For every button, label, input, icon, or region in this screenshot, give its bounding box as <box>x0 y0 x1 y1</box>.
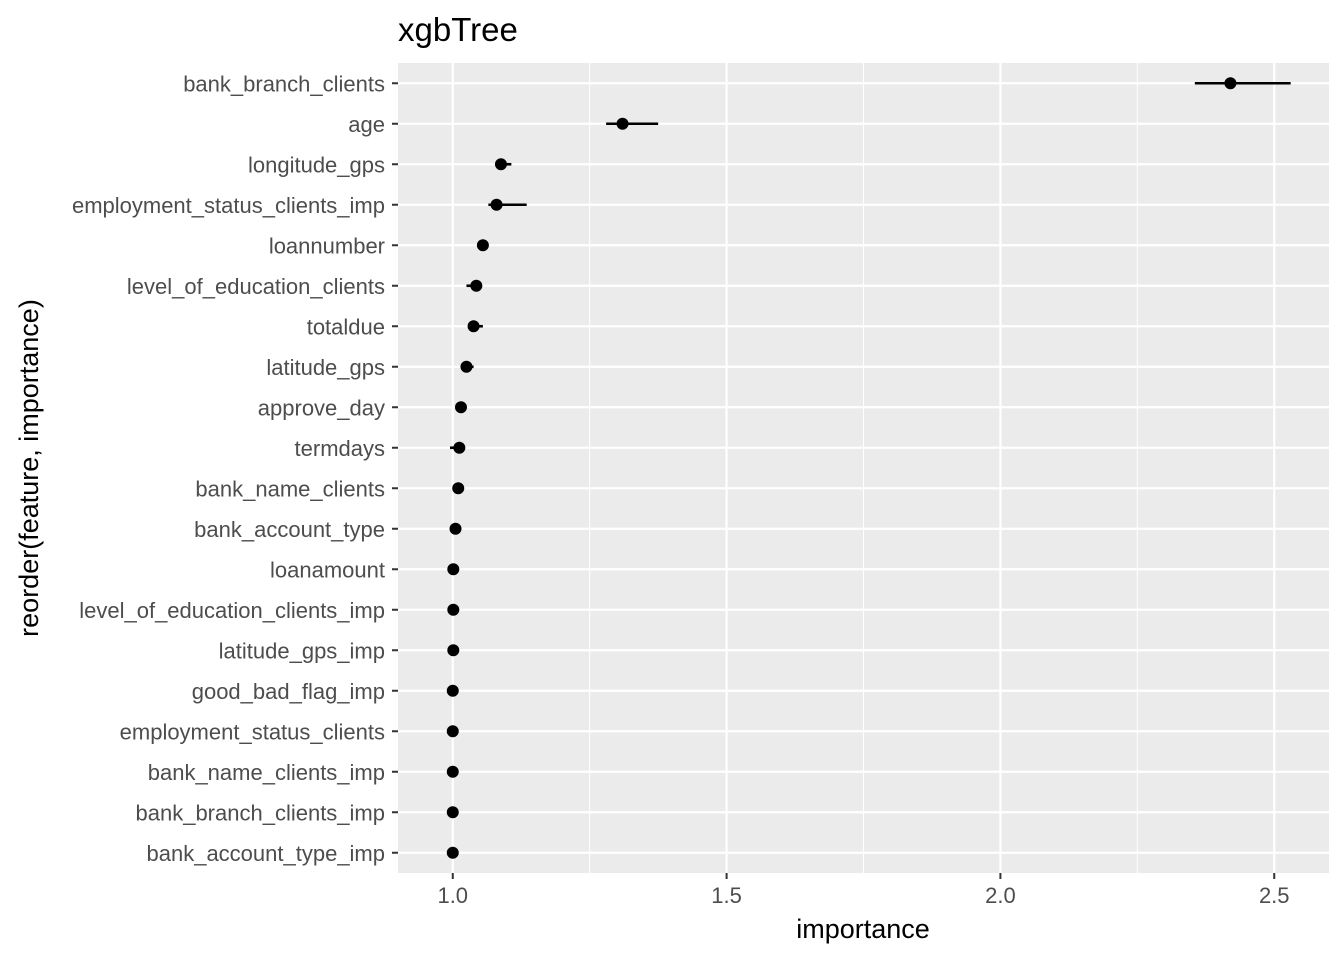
data-point <box>447 563 460 576</box>
data-point <box>494 158 507 171</box>
data-point <box>446 725 459 738</box>
y-tick-label: loanamount <box>270 557 385 582</box>
y-tick-label: bank_account_type <box>194 517 385 542</box>
x-axis: 1.0 1.5 2.0 2.5 <box>437 873 1290 908</box>
data-point <box>490 198 503 211</box>
y-tick-label: bank_name_clients_imp <box>148 760 385 785</box>
y-tick-label: loannumber <box>269 233 385 258</box>
data-point <box>467 320 480 333</box>
x-tick-label: 1.0 <box>437 883 468 908</box>
y-tick-label: level_of_education_clients <box>127 274 385 299</box>
x-tick-label: 2.5 <box>1259 883 1290 908</box>
y-tick-label: good_bad_flag_imp <box>192 679 385 704</box>
y-tick-label: latitude_gps <box>266 355 385 380</box>
y-tick-label: longitude_gps <box>248 152 385 177</box>
data-marks <box>446 77 1291 859</box>
y-tick-label: bank_branch_clients_imp <box>136 800 386 825</box>
data-point <box>447 644 460 657</box>
y-tick-label: approve_day <box>258 395 385 420</box>
data-point <box>446 765 459 778</box>
y-tick-label: employment_status_clients_imp <box>72 193 385 218</box>
data-point <box>452 482 465 495</box>
y-tick-label: termdays <box>295 436 385 461</box>
y-tick-label: level_of_education_clients_imp <box>79 598 385 623</box>
y-tick-label: age <box>348 112 385 137</box>
data-point <box>460 360 473 373</box>
data-point <box>446 846 459 859</box>
y-tick-label: employment_status_clients <box>120 719 385 744</box>
x-tick-label: 2.0 <box>985 883 1016 908</box>
y-axis-title: reorder(feature, importance) <box>14 299 44 637</box>
chart-title: xgbTree <box>398 11 518 48</box>
y-tick-label: totaldue <box>307 314 385 339</box>
major-gridlines <box>398 63 1329 873</box>
minor-gridlines <box>589 63 1138 873</box>
x-axis-title: importance <box>796 914 930 944</box>
data-point <box>470 279 483 292</box>
y-tick-label: bank_account_type_imp <box>147 841 386 866</box>
y-tick-label: bank_name_clients <box>195 476 385 501</box>
data-point <box>447 603 460 616</box>
data-point <box>454 401 467 414</box>
data-point <box>453 441 466 454</box>
y-tick-label: latitude_gps_imp <box>219 638 385 663</box>
data-point <box>446 684 459 697</box>
data-point <box>1224 77 1237 90</box>
data-point <box>476 239 489 252</box>
data-point <box>449 522 462 535</box>
data-point <box>616 117 629 130</box>
y-tick-label: bank_branch_clients <box>183 71 385 96</box>
x-tick-label: 1.5 <box>711 883 742 908</box>
data-point <box>446 806 459 819</box>
